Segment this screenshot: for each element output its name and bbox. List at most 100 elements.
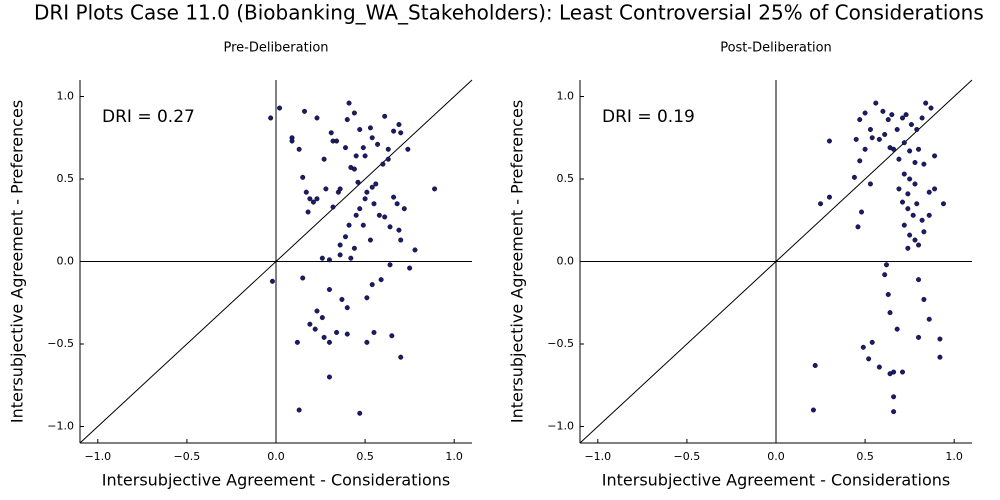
point	[385, 156, 391, 162]
x-tick-label: −0.5	[674, 450, 701, 463]
y-tick-label: 1.0	[57, 90, 75, 103]
point	[883, 262, 889, 268]
point	[364, 295, 370, 301]
point	[926, 316, 932, 322]
figure-title: DRI Plots Case 11.0 (Biobanking_WA_Stake…	[34, 1, 984, 25]
point	[357, 410, 363, 416]
point	[885, 292, 891, 298]
annotation: DRI = 0.27	[102, 107, 195, 127]
point	[914, 201, 920, 207]
point	[307, 321, 313, 327]
point	[880, 108, 886, 114]
point	[894, 326, 900, 332]
point	[303, 189, 309, 195]
point	[891, 394, 897, 400]
point	[355, 179, 361, 185]
point	[826, 138, 832, 144]
point	[314, 308, 320, 314]
point	[380, 161, 386, 167]
point	[307, 196, 313, 202]
point	[867, 181, 873, 187]
point	[862, 146, 868, 152]
point	[369, 184, 375, 190]
point	[326, 339, 332, 345]
point	[334, 329, 340, 335]
point	[398, 354, 404, 360]
point	[364, 339, 370, 345]
point	[905, 191, 911, 197]
point	[866, 356, 872, 362]
point	[269, 278, 275, 284]
point	[887, 310, 893, 316]
point	[378, 277, 384, 283]
point	[912, 181, 918, 187]
point	[900, 369, 906, 375]
point	[921, 296, 927, 302]
point	[401, 206, 407, 212]
point	[323, 186, 329, 192]
point	[412, 247, 418, 253]
point	[889, 112, 895, 118]
y-axis-label: Intersubjective Agreement - Preferences	[508, 100, 527, 423]
x-tick-label: 0.0	[767, 450, 785, 463]
point	[302, 108, 308, 114]
point	[867, 126, 873, 132]
point	[376, 212, 382, 218]
point	[914, 126, 920, 132]
point	[387, 224, 393, 230]
point	[894, 126, 900, 132]
point	[900, 199, 906, 205]
diagonal-line	[579, 79, 973, 444]
point	[353, 212, 359, 218]
point	[398, 130, 404, 136]
point	[907, 232, 913, 238]
point	[321, 334, 327, 340]
point	[908, 122, 914, 128]
point	[940, 201, 946, 207]
x-axis-label: Intersubjective Agreement - Consideratio…	[602, 471, 950, 490]
point	[353, 153, 359, 159]
point	[277, 105, 283, 111]
point	[312, 326, 318, 332]
point	[873, 100, 879, 106]
point	[326, 374, 332, 380]
point	[398, 237, 404, 243]
point	[348, 255, 354, 261]
point	[360, 145, 366, 151]
point	[912, 159, 918, 165]
point	[885, 117, 891, 123]
point	[862, 110, 868, 116]
point	[385, 146, 391, 152]
y-tick-label: −0.5	[547, 337, 574, 350]
point	[926, 212, 932, 218]
point	[923, 100, 929, 106]
point	[932, 153, 938, 159]
point	[296, 146, 302, 152]
x-tick-label: 1.0	[945, 450, 963, 463]
point	[853, 136, 859, 142]
point	[818, 201, 824, 207]
point	[432, 186, 438, 192]
point	[300, 275, 306, 281]
point	[928, 105, 934, 111]
point	[901, 222, 907, 228]
point	[371, 201, 377, 207]
point	[916, 277, 922, 283]
point	[314, 196, 320, 202]
point	[887, 371, 893, 377]
annotation: DRI = 0.19	[602, 107, 695, 127]
point	[369, 135, 375, 141]
point	[876, 364, 882, 370]
point	[375, 141, 381, 147]
point	[857, 117, 863, 123]
point	[362, 196, 368, 202]
point	[344, 117, 350, 123]
point	[328, 130, 334, 136]
point	[391, 194, 397, 200]
point	[326, 257, 332, 263]
point	[351, 110, 357, 116]
point	[373, 181, 379, 187]
point	[342, 145, 348, 151]
point	[294, 339, 300, 345]
